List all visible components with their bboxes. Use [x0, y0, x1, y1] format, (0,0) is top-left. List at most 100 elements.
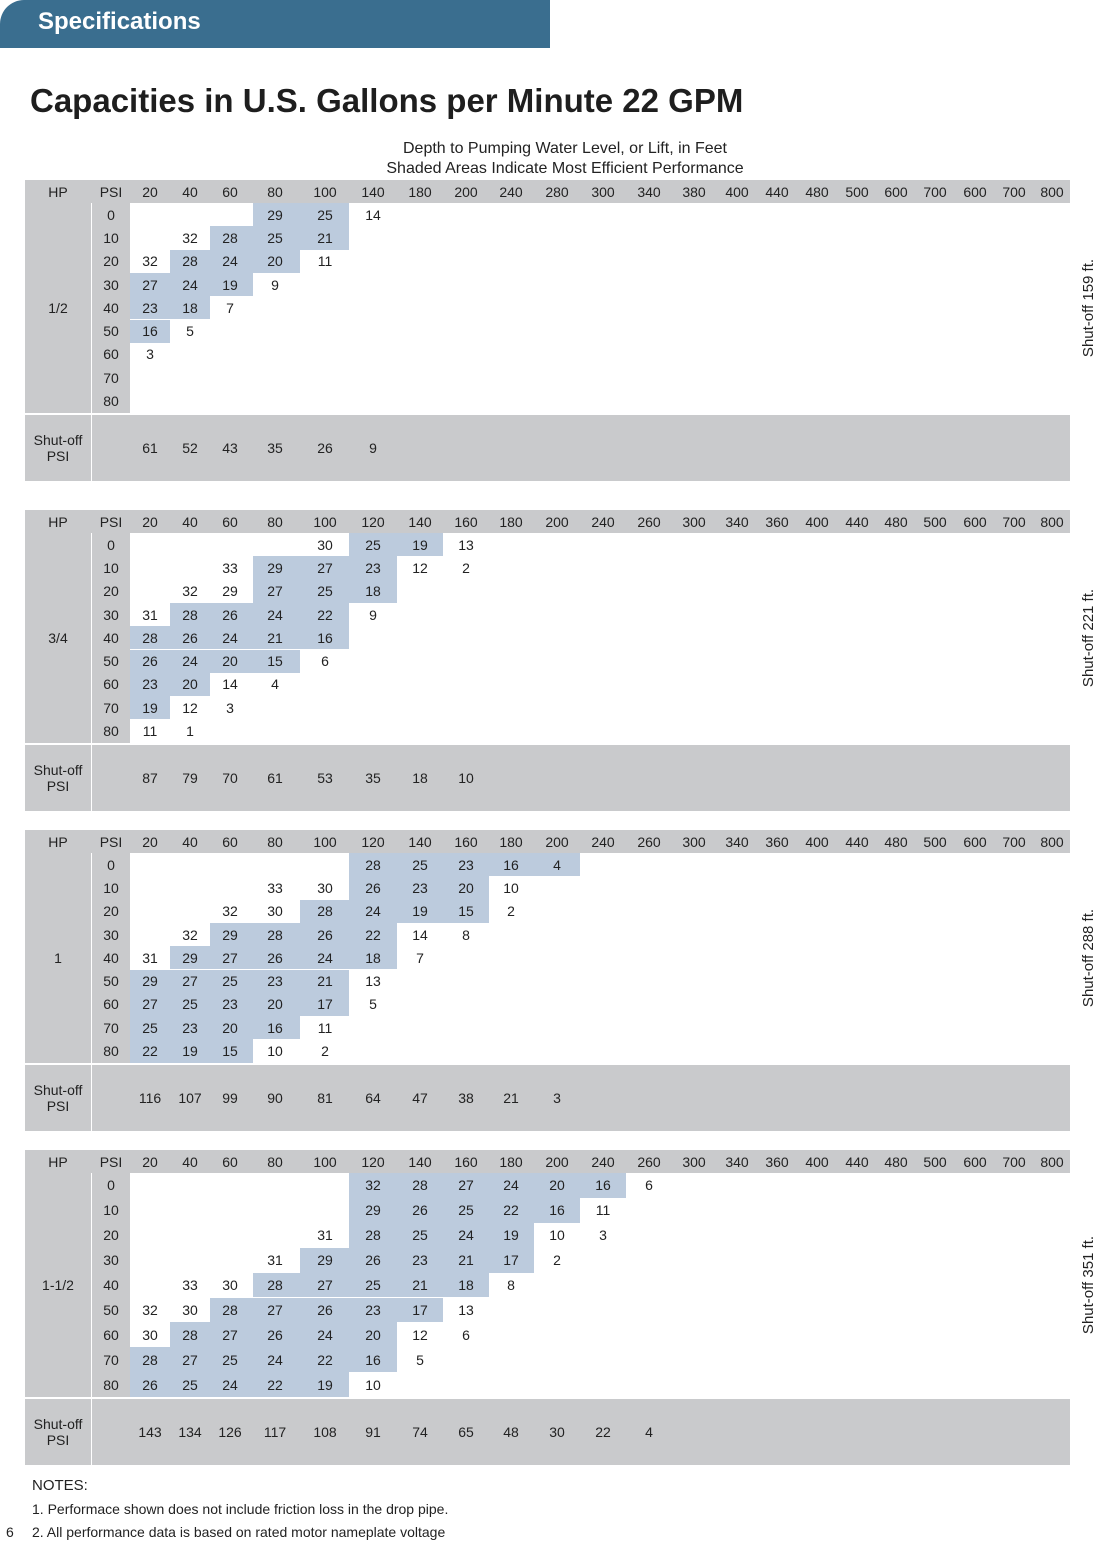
psi-value: 50 — [103, 1301, 119, 1318]
gpm-value: 27 — [182, 1351, 198, 1368]
shaded-cells — [349, 853, 580, 877]
psi-value: 20 — [103, 903, 119, 920]
shaded-cells — [349, 1197, 580, 1223]
gpm-value: 22 — [365, 926, 381, 943]
shutoff-value: 70 — [222, 769, 238, 786]
depth-header: 160 — [454, 833, 478, 850]
gpm-value: 25 — [317, 583, 333, 600]
hp-header: HP — [48, 1153, 68, 1170]
psi-value: 70 — [103, 1351, 119, 1368]
shaded-cells — [130, 1372, 349, 1398]
gpm-value: 32 — [365, 1177, 381, 1194]
gpm-value: 28 — [222, 229, 238, 246]
gpm-value: 30 — [142, 1326, 158, 1343]
depth-header: 300 — [682, 833, 706, 850]
gpm-value: 29 — [267, 206, 283, 223]
psi-value: 30 — [103, 276, 119, 293]
gpm-value: 2 — [321, 1043, 329, 1060]
gpm-value: 20 — [182, 676, 198, 693]
depth-header: 700 — [1002, 833, 1026, 850]
gpm-value: 30 — [317, 536, 333, 553]
depth-header: 360 — [765, 1153, 789, 1170]
gpm-value: 9 — [271, 276, 279, 293]
shutoff-value: 99 — [222, 1089, 238, 1106]
depth-header: 440 — [845, 1153, 869, 1170]
gpm-value: 13 — [458, 536, 474, 553]
psi-column — [92, 533, 130, 743]
depth-header: 340 — [637, 183, 661, 200]
hp-value: 1 — [54, 949, 62, 966]
gpm-value: 26 — [222, 606, 238, 623]
depth-header: 300 — [682, 513, 706, 530]
gpm-value: 16 — [267, 1019, 283, 1036]
shaded-cells — [130, 1016, 300, 1040]
depth-header: 180 — [499, 513, 523, 530]
depth-header: 480 — [884, 833, 908, 850]
depth-header: 260 — [637, 833, 661, 850]
gpm-value: 22 — [267, 1376, 283, 1393]
shutoff-label: Shut-off PSI — [33, 431, 83, 464]
gpm-value: 11 — [595, 1202, 611, 1219]
psi-value: 0 — [107, 856, 115, 873]
shaded-cells — [130, 969, 349, 993]
gpm-value: 27 — [142, 276, 158, 293]
gpm-value: 26 — [365, 879, 381, 896]
depth-header: 600 — [963, 183, 987, 200]
psi-value: 60 — [103, 676, 119, 693]
gpm-value: 25 — [412, 856, 428, 873]
gpm-value: 5 — [416, 1351, 424, 1368]
shutoff-value: 43 — [222, 439, 238, 456]
gpm-value: 27 — [142, 996, 158, 1013]
gpm-value: 16 — [503, 856, 519, 873]
depth-header: 400 — [725, 183, 749, 200]
depth-header: 80 — [267, 513, 283, 530]
psi-value: 70 — [103, 369, 119, 386]
psi-value: 0 — [107, 1177, 115, 1194]
depth-header: 700 — [1002, 183, 1026, 200]
shaded-cells — [300, 899, 489, 923]
gpm-value: 28 — [365, 856, 381, 873]
psi-value: 40 — [103, 629, 119, 646]
gpm-value: 24 — [317, 949, 333, 966]
gpm-value: 25 — [222, 1351, 238, 1368]
header-row — [25, 510, 1070, 533]
gpm-value: 23 — [222, 996, 238, 1013]
shutoff-value: 64 — [365, 1089, 381, 1106]
shutoff-value: 134 — [178, 1424, 202, 1441]
shutoff-value: 61 — [142, 439, 158, 456]
gpm-value: 14 — [222, 676, 238, 693]
depth-header: 500 — [923, 833, 947, 850]
depth-header: 600 — [884, 183, 908, 200]
shaded-cells — [252, 579, 397, 603]
depth-header: 480 — [884, 513, 908, 530]
shutoff-value: 18 — [412, 769, 428, 786]
shaded-cells — [130, 696, 170, 720]
psi-value: 60 — [103, 1326, 119, 1343]
psi-value: 40 — [103, 299, 119, 316]
depth-header: 500 — [845, 183, 869, 200]
gpm-value: 29 — [267, 559, 283, 576]
psi-value: 10 — [103, 879, 119, 896]
hp-column — [25, 853, 92, 1063]
gpm-value: 26 — [317, 1301, 333, 1318]
gpm-value: 21 — [267, 629, 283, 646]
shutoff-value: 79 — [182, 769, 198, 786]
shaded-cells — [252, 203, 349, 227]
shutoff-value: 30 — [549, 1424, 565, 1441]
gpm-value: 6 — [645, 1177, 653, 1194]
gpm-value: 30 — [317, 879, 333, 896]
psi-column — [92, 1173, 130, 1398]
gpm-value: 21 — [317, 229, 333, 246]
depth-header: 260 — [637, 513, 661, 530]
shaded-cells — [130, 672, 210, 697]
depth-header: 80 — [267, 183, 283, 200]
gpm-value: 31 — [142, 949, 158, 966]
gpm-value: 23 — [365, 1301, 381, 1318]
depth-header: 140 — [408, 1153, 432, 1170]
shaded-cells — [170, 602, 349, 627]
gpm-value: 2 — [507, 903, 515, 920]
shaded-cells — [349, 1173, 626, 1198]
shaded-cells — [130, 649, 300, 673]
gpm-value: 31 — [317, 1227, 333, 1244]
gpm-value: 10 — [267, 1043, 283, 1060]
